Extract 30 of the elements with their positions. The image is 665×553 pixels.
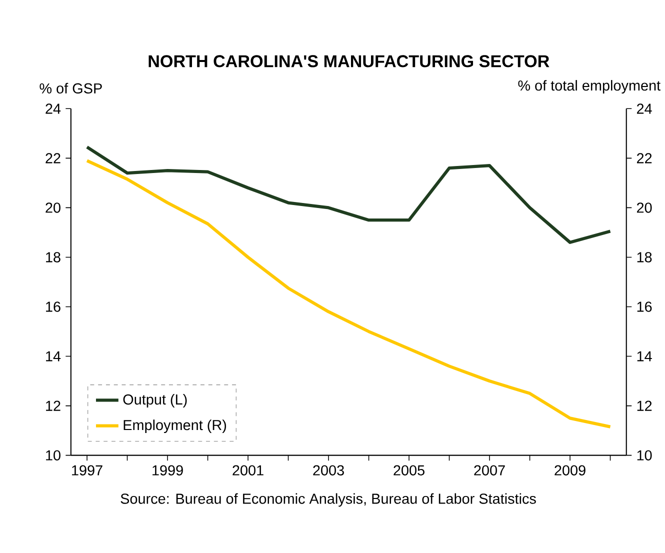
line-series [85, 146, 612, 244]
x-tick-label: 1999 [152, 465, 183, 476]
legend-label: Employment (R) [124, 420, 226, 434]
x-tick-label: 2001 [232, 465, 264, 476]
y2-tick-label: 18 [637, 252, 652, 263]
y2-tick-label: 24 [636, 104, 652, 114]
y-axis-title: % of GSP [40, 83, 102, 94]
chart-title: NORTH CAROLINA'S MANUFACTURING SECTOR [148, 55, 550, 68]
x-tick-label: 2007 [474, 465, 505, 476]
y-tick-label: 10 [46, 450, 60, 461]
legend-label: Output (L) [123, 394, 187, 408]
x-tick-label: 1997 [72, 465, 102, 476]
y2-tick-label: 20 [636, 202, 652, 214]
source-note: Source: Bureau of Economic Analysis, Bureau of Labor Statistics [120, 493, 536, 507]
y2-tick-label: 16 [637, 302, 652, 312]
y-tick-label: 18 [46, 252, 60, 263]
y2-tick-label: 10 [637, 450, 652, 461]
y-tick-label: 20 [46, 202, 60, 214]
y-tick-label: 14 [46, 352, 61, 362]
y-tick-label: 12 [46, 401, 60, 412]
y2-tick-label: 14 [637, 352, 652, 362]
x-tick-label: 2009 [554, 465, 586, 476]
x-tick-label: 2003 [313, 465, 344, 476]
y2-axis-title: % of total employment [518, 80, 660, 94]
y2-tick-label: 12 [637, 401, 652, 412]
y-tick-label: 22 [46, 153, 60, 164]
y-tick-label: 24 [46, 104, 61, 114]
x-tick-label: 2005 [394, 465, 424, 476]
y-tick-label: 16 [46, 302, 60, 312]
y2-tick-label: 22 [636, 153, 652, 164]
